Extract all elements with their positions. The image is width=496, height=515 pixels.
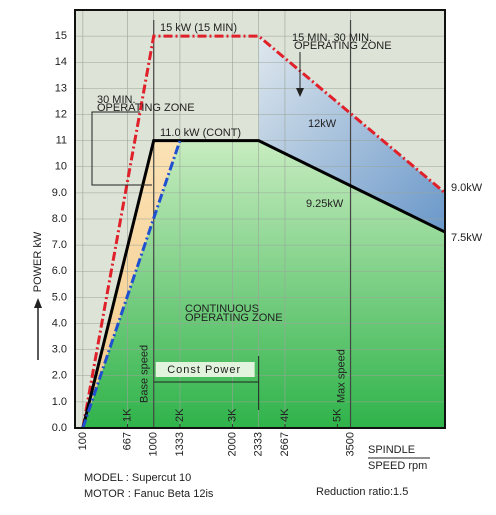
y-tick-label: 0.0 (52, 422, 67, 434)
power-line (81, 139, 446, 429)
y-tick-label: 13 (55, 82, 67, 94)
annotation: 15 MIN. 30 MIN. (292, 32, 372, 44)
y-tick-label: 12 (55, 108, 67, 120)
y-tick-label: 6.0 (52, 265, 67, 277)
annotation: CONTINUOUS (185, 303, 259, 315)
y-tick-label: 3.0 (52, 344, 67, 356)
motor-tick-label: 2K (174, 408, 186, 422)
y-tick-label: 11 (56, 135, 67, 147)
y-tick-label: 9.0 (52, 187, 67, 199)
y-tick-label: 4.0 (52, 317, 67, 329)
y-tick-label: 2.0 (52, 370, 67, 382)
y-tick-label: 5.0 (52, 291, 67, 303)
motor-tick-label: 5K (331, 408, 343, 422)
footer-text: MODEL : Supercut 10 (84, 472, 191, 484)
y-tick-label: 7.0 (52, 239, 67, 251)
zone-arrowhead (296, 88, 304, 97)
y-tick-label: 10 (55, 161, 67, 173)
annotation: 11.0 kW (CONT) (160, 127, 241, 139)
x-axis-label: SPINDLE (368, 444, 415, 456)
y-tick-label: 8.0 (52, 213, 67, 225)
x-tick-label: 3500 (344, 432, 356, 456)
annotation: 30 MIN. (97, 94, 136, 106)
annotation: 7.5kW (451, 232, 483, 244)
annotation: 9.25kW (306, 198, 344, 210)
x-tick-label: 2000 (226, 432, 238, 456)
x-tick-label: 667 (121, 432, 133, 450)
x-tick-label: 2667 (279, 432, 291, 456)
y-tick-label: 14 (55, 56, 67, 68)
thirty-min-zone-right (258, 36, 445, 233)
power-line (81, 34, 446, 429)
motor-tick-label: 3K (226, 408, 238, 422)
annotation: 12kW (308, 118, 337, 130)
const-power-box (155, 362, 255, 377)
footer-text: Reduction ratio:1.5 (316, 486, 408, 498)
motor-tick-label: 1K (121, 408, 133, 422)
x-tick-label: 1333 (174, 432, 186, 456)
y-axis-label: POWER kW (32, 231, 44, 292)
y-tick-label: 15 (55, 30, 67, 42)
motor-tick-label: 4K (279, 408, 291, 422)
const-power-label: Const Power (167, 364, 241, 376)
x-tick-label: 1000 (148, 432, 160, 456)
annotation: 9.0kW (451, 182, 483, 194)
continuous-zone (82, 140, 445, 428)
plot-frame (74, 9, 446, 429)
x-tick-label: 2333 (253, 432, 265, 456)
annotation: OPERATING ZONE (294, 40, 392, 52)
annotation: OPERATING ZONE (185, 312, 283, 324)
reference-label: Max speed (335, 349, 347, 403)
x-tick-label: 100 (77, 432, 89, 450)
annotation: 15 kW (15 MIN) (160, 22, 237, 34)
x-axis-label: SPEED rpm (368, 460, 427, 472)
reference-label: Base speed (139, 345, 151, 403)
zone-bracket (91, 111, 152, 186)
footer-text: MOTOR : Fanuc Beta 12is (84, 488, 214, 500)
annotation: OPERATING ZONE (97, 102, 195, 114)
y-tick-label: 1.0 (52, 396, 67, 408)
y-axis-arrowhead (34, 298, 42, 308)
